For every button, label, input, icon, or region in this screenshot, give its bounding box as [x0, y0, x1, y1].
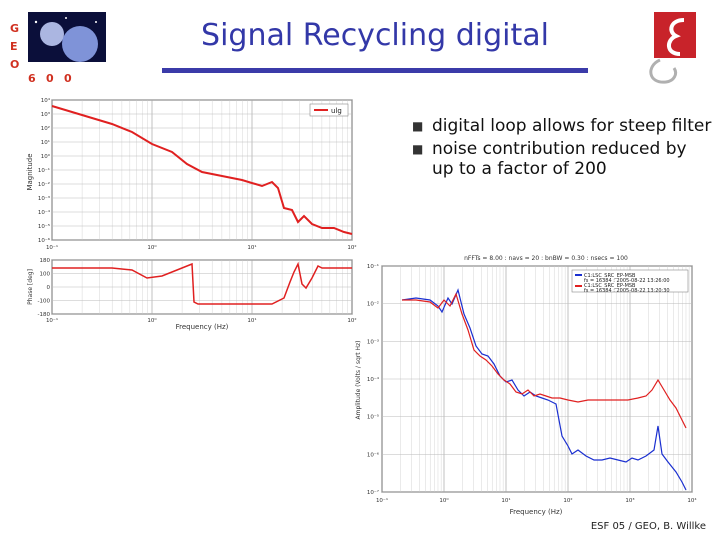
phase-y-tick-label: 100: [40, 272, 51, 278]
phase-y-tick-label: 180: [40, 258, 51, 264]
phase-x-tick-label: 10²: [347, 317, 356, 324]
noise-trace-blue: [401, 288, 687, 491]
noise-y-tick-label: 10⁻³: [367, 338, 379, 345]
magnitude-y-tick-label: 10⁻⁶: [38, 237, 51, 244]
legend-series-1-name: C1:LSC_SRC_EP-MSB: [584, 273, 636, 279]
slide-footer: ESF 05 / GEO, B. Willke: [590, 521, 706, 532]
phase-x-tick-label: 10¹: [247, 317, 256, 324]
logo-letter-o: O: [10, 58, 19, 71]
red-emblem-icon: [649, 12, 696, 84]
noise-spectrum-plot: nFFTs = 8.00 : navs = 20 : bnBW = 0.30 :…: [355, 255, 697, 516]
noise-y-ticks: 10⁻¹ 10⁻² 10⁻³ 10⁻⁴ 10⁻⁵ 10⁻⁶ 10⁻⁷: [367, 263, 380, 496]
bullet-square-icon: ■: [412, 119, 424, 133]
logo-digit-6: 6: [28, 72, 36, 85]
phase-y-tick-label: 0: [47, 285, 51, 291]
logo-letter-g: G: [10, 22, 19, 35]
magnitude-y-tick-label: 10⁻²: [38, 181, 50, 188]
noise-y-tick-label: 10⁻⁶: [367, 451, 380, 458]
bullet-list: ■ digital loop allows for steep filter ■…: [412, 116, 712, 182]
magnitude-trace: [51, 105, 353, 235]
noise-y-tick-label: 10⁻⁴: [367, 376, 380, 383]
noise-trace-red: [402, 292, 687, 429]
magnitude-y-tick-label: 10⁻¹: [38, 167, 50, 174]
legend-series-1-detail: fs = 16384 : 2005-08-22 13:26:00: [584, 278, 670, 284]
magnitude-grid: [51, 99, 353, 241]
magnitude-y-tick-label: 10⁻⁴: [38, 209, 51, 216]
magnitude-legend: [309, 103, 349, 117]
magnitude-axis-label: Magnitude: [26, 153, 34, 190]
noise-x-tick-label: 10¹: [501, 497, 510, 504]
bode-x-axis-label: Frequency (Hz): [176, 323, 229, 331]
legend-series-2-name: C1:LSC_SRC_EP-MSB: [584, 283, 636, 289]
noise-x-tick-label: 10²: [563, 497, 572, 504]
noise-y-tick-label: 10⁻²: [367, 301, 379, 308]
phase-x-tick-label: 10⁰: [147, 317, 157, 324]
phase-y-tick-label: -180: [38, 312, 51, 318]
noise-x-axis-label: Frequency (Hz): [510, 508, 563, 516]
phase-y-tick-label: -100: [38, 299, 51, 305]
magnitude-x-tick-label: 10⁻¹: [46, 244, 58, 251]
bullet-item: ■ digital loop allows for steep filter: [412, 116, 712, 136]
phase-grid: [51, 259, 353, 315]
magnitude-y-tick-label: 10⁰: [41, 153, 51, 160]
slide-title: Signal Recycling digital: [201, 18, 549, 53]
noise-x-tick-label: 10⁰: [439, 497, 449, 504]
logo-planet-icon: [40, 22, 64, 46]
magnitude-y-ticks: 10⁴ 10³ 10² 10¹ 10⁰ 10⁻¹ 10⁻² 10⁻³ 10⁻⁴ 10⁻⁵ 10⁻⁶: [38, 97, 51, 244]
noise-plot-header: nFFTs = 8.00 : navs = 20 : bnBW = 0.30 :…: [464, 255, 628, 262]
title-underline: [162, 68, 588, 73]
magnitude-x-ticks: 10⁻¹ 10⁰ 10¹ 10²: [46, 244, 357, 251]
bullet-text: digital loop allows for steep filter: [432, 116, 712, 136]
magnitude-y-tick-label: 10⁴: [41, 97, 51, 104]
noise-y-axis-label: Amplitude (Volts / sqrt Hz): [355, 341, 362, 420]
logo-letter-e: E: [10, 40, 18, 53]
phase-x-ticks: 10⁻¹ 10⁰ 10¹ 10²: [46, 317, 357, 324]
magnitude-x-tick-label: 10¹: [247, 244, 256, 251]
magnitude-y-tick-label: 10⁻³: [38, 195, 50, 202]
bullet-square-icon: ■: [412, 142, 424, 156]
magnitude-x-tick-label: 10²: [347, 244, 356, 251]
magnitude-x-tick-label: 10⁰: [147, 244, 157, 251]
noise-x-tick-label: 10⁴: [687, 497, 697, 504]
magnitude-y-tick-label: 10¹: [41, 139, 50, 146]
bullet-text: noise contribution reduced by up to a fa…: [432, 139, 687, 179]
phase-trace: [52, 261, 352, 305]
geo600-logo: G E O 6 0 0: [10, 12, 106, 85]
magnitude-y-tick-label: 10²: [41, 125, 50, 132]
phase-x-tick-label: 10⁻¹: [46, 317, 58, 324]
noise-y-tick-label: 10⁻¹: [367, 263, 379, 270]
phase-axis-label: Phase [deg]: [27, 269, 34, 305]
noise-grid: [381, 265, 693, 493]
legend-series-2-detail: fs = 16384 : 2005-08-22 13:20:30: [584, 288, 670, 294]
magnitude-legend-label: ulg: [331, 107, 342, 115]
magnitude-y-tick-label: 10⁻⁵: [38, 223, 50, 230]
noise-x-tick-label: 10⁻¹: [376, 497, 388, 504]
phase-y-ticks: 180 100 0 -100 -180: [38, 258, 51, 318]
bullet-item: ■ noise contribution reduced by up to a …: [412, 139, 712, 179]
magnitude-y-tick-label: 10³: [41, 111, 50, 118]
logo-digit-0b: 0: [64, 72, 72, 85]
logo-planet-large-icon: [62, 26, 98, 62]
noise-y-tick-label: 10⁻⁷: [367, 489, 379, 496]
noise-y-tick-label: 10⁻⁵: [367, 414, 379, 421]
logo-digit-0a: 0: [46, 72, 54, 85]
noise-x-ticks: 10⁻¹ 10⁰ 10¹ 10² 10³ 10⁴: [376, 497, 697, 504]
bode-plot: ulg Magnitude 10⁴ 10³ 10² 10¹ 10⁰ 10⁻¹ 10⁻² 10⁻…: [26, 97, 357, 331]
noise-legend: [571, 269, 689, 293]
noise-x-tick-label: 10³: [625, 497, 634, 504]
